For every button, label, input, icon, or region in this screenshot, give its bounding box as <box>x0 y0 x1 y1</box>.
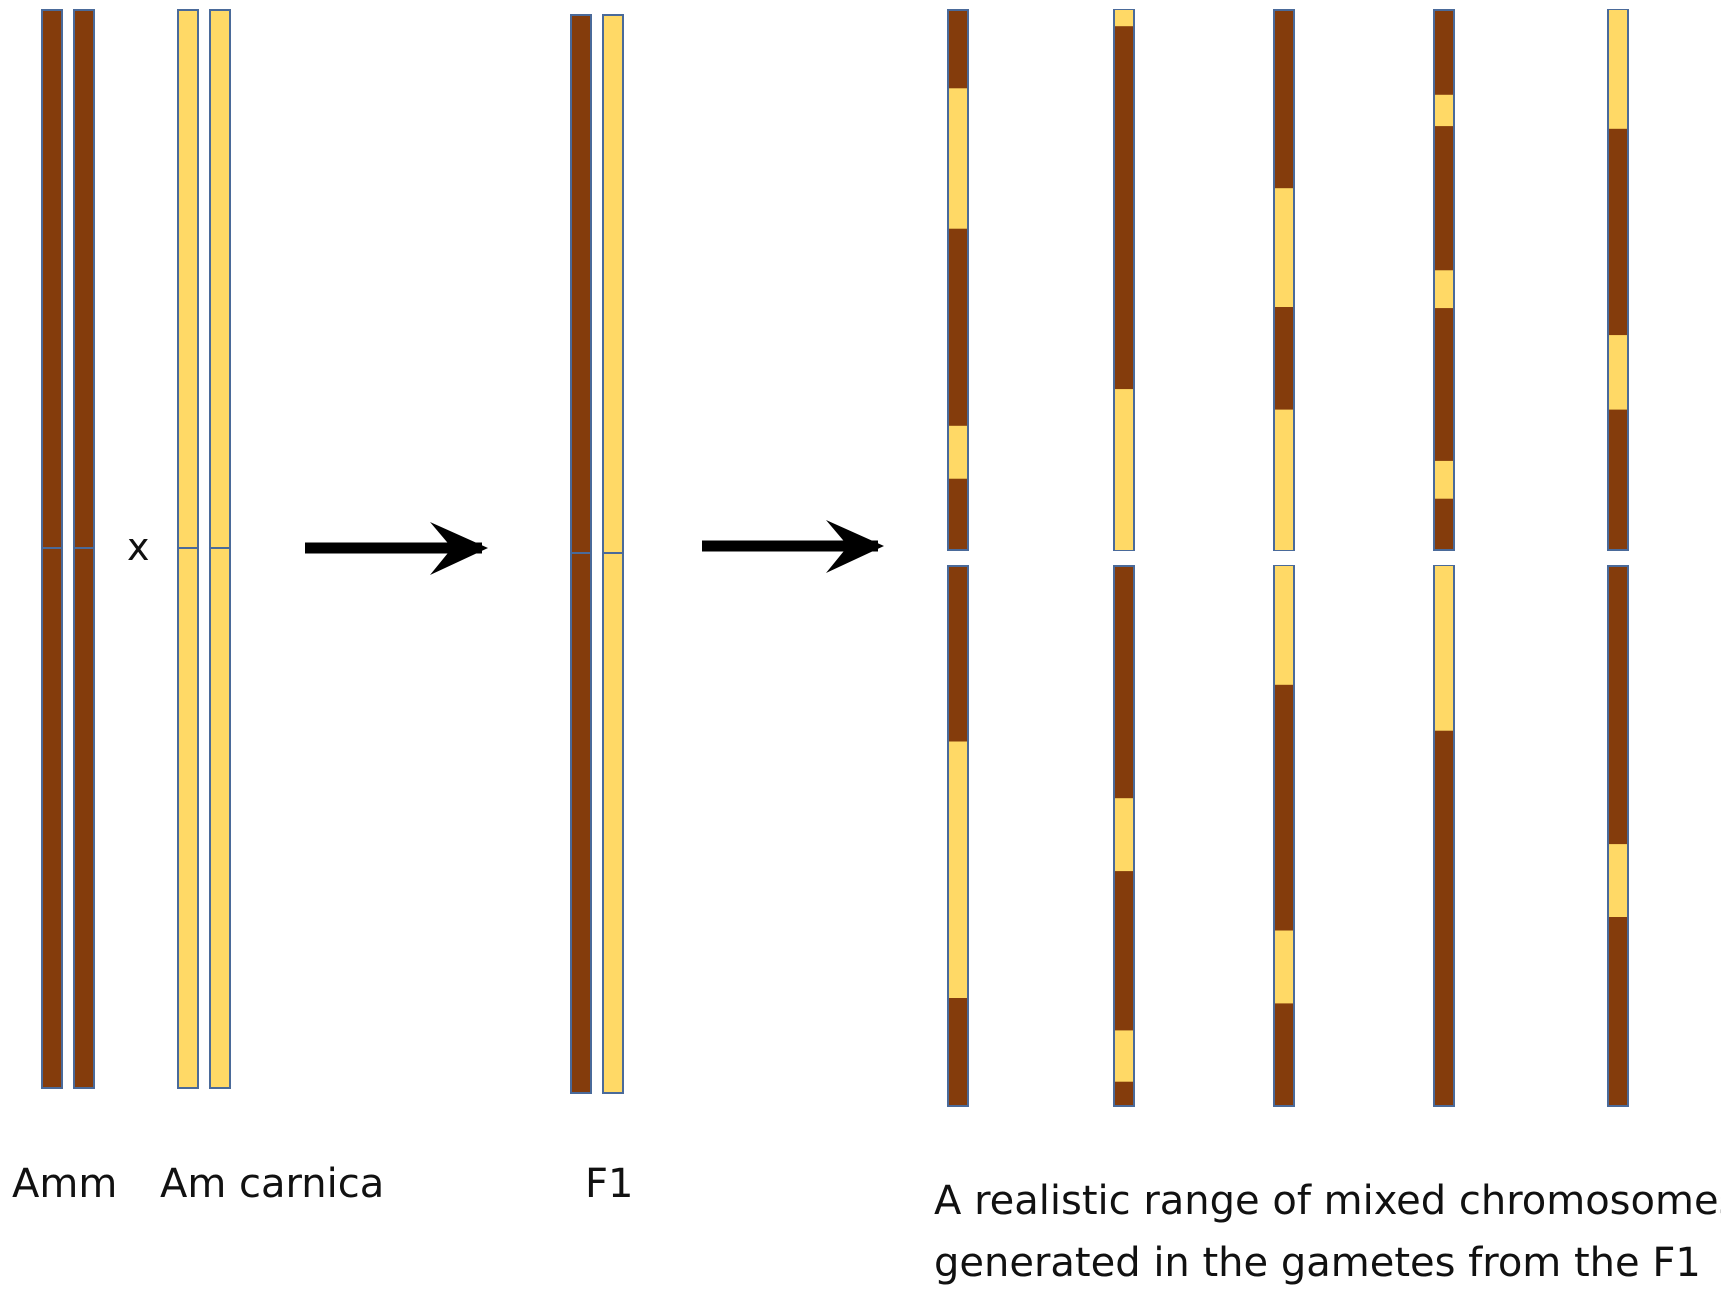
gamete-1-top-carnica-segment-1 <box>949 88 967 229</box>
f1-carnica-bottom <box>602 552 624 1094</box>
gamete-1 <box>947 9 969 1107</box>
gamete-5-top-carnica-segment-2 <box>1609 335 1627 410</box>
arrow-to-gametes <box>702 520 884 573</box>
carnica-1-bottom <box>177 547 199 1089</box>
gamete-3 <box>1273 9 1295 1107</box>
gamete-1-bottom-carnica-segment-1 <box>949 741 967 998</box>
gamete-1-top-carnica-segment-2 <box>949 425 967 479</box>
caption-line-1: A realistic range of mixed chromosomes <box>934 1178 1721 1224</box>
gamete-3-bottom-carnica-segment-2 <box>1275 930 1293 1004</box>
amm-2-bottom <box>73 547 95 1089</box>
gamete-2-bottom-carnica-segment-2 <box>1115 1030 1133 1082</box>
parental-chromosomes <box>41 9 231 1089</box>
gamete-2-top-carnica-segment-1 <box>1115 10 1133 27</box>
gamete-5-bottom-carnica-segment-1 <box>1609 844 1627 917</box>
f1-amm-bottom <box>570 552 592 1094</box>
f1-carnica-top <box>602 14 624 556</box>
gamete-4-top-carnica-segment-3 <box>1435 460 1453 499</box>
f1-amm-top <box>570 14 592 556</box>
gamete-3-top-carnica-segment-2 <box>1275 409 1293 550</box>
gamete-4 <box>1433 9 1455 1107</box>
arrow-to-f1 <box>305 522 488 575</box>
gamete-4-top-carnica-segment-2 <box>1435 270 1453 309</box>
caption-line-2: generated in the gametes from the F1 <box>934 1240 1701 1286</box>
f1-label: F1 <box>585 1161 634 1207</box>
f1-chromosomes <box>570 14 624 1094</box>
carnica-2-top <box>209 9 231 551</box>
gamete-2 <box>1113 9 1135 1107</box>
amm-label: Amm <box>12 1161 118 1207</box>
gamete-3-bottom-carnica-segment-1 <box>1275 566 1293 685</box>
gamete-3-top-carnica-segment-1 <box>1275 188 1293 307</box>
gamete-5-bottom <box>1607 565 1629 1107</box>
cross-symbol: x <box>127 525 150 569</box>
gamete-5 <box>1607 9 1629 1107</box>
gamete-range-caption: A realistic range of mixed chromosomes g… <box>934 1170 1721 1294</box>
gamete-2-top-carnica-segment-2 <box>1115 389 1133 550</box>
gamete-4-top-carnica-segment-1 <box>1435 94 1453 127</box>
amm-1-bottom <box>41 547 63 1089</box>
carnica-2-bottom <box>209 547 231 1089</box>
cross-diagram <box>41 9 1629 1107</box>
carnica-label: Am carnica <box>160 1161 385 1207</box>
carnica-1-top <box>177 9 199 551</box>
amm-2-top <box>73 9 95 551</box>
amm-1-top <box>41 9 63 551</box>
gamete-chromosomes <box>947 9 1629 1107</box>
gamete-2-bottom-carnica-segment-1 <box>1115 798 1133 872</box>
gamete-5-top-carnica-segment-1 <box>1609 10 1627 129</box>
gamete-4-bottom-carnica-segment-1 <box>1435 566 1453 731</box>
